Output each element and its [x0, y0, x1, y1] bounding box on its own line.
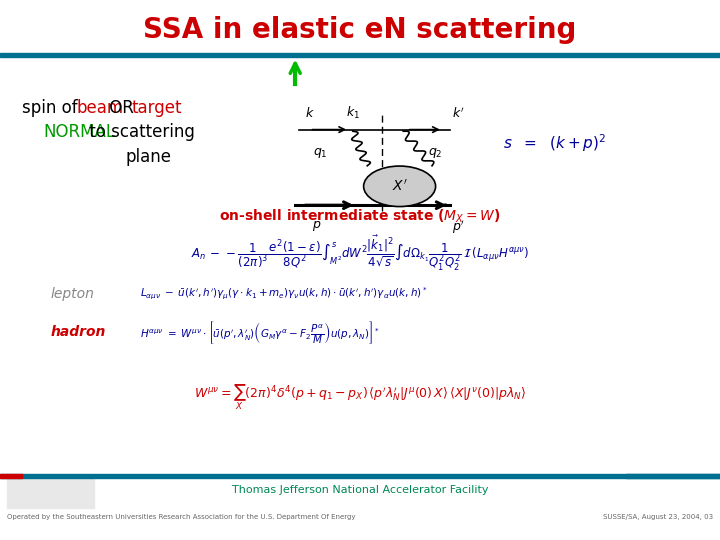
Bar	[626, 474, 720, 478]
Text: lepton: lepton	[50, 287, 94, 301]
Text: hadron: hadron	[50, 325, 106, 339]
Text: $H^{\alpha\mu\nu}\;=\;W^{\mu\nu}\cdot\left[\bar{u}(p^\prime,\lambda_N^\prime)\le: $H^{\alpha\mu\nu}\;=\;W^{\mu\nu}\cdot\le…	[140, 319, 381, 346]
Text: Operated by the Southeastern Universities Research Association for the U.S. Depa: Operated by the Southeastern Universitie…	[7, 514, 356, 520]
Text: $p'$: $p'$	[452, 219, 465, 236]
Text: $W^{\mu\nu} = \sum_X (2\pi)^4\delta^4(p+q_1-p_X)\,\langle p^\prime\lambda_N^\pri: $W^{\mu\nu} = \sum_X (2\pi)^4\delta^4(p+…	[194, 382, 526, 411]
Text: $X'$: $X'$	[392, 179, 408, 194]
Text: $q_1$: $q_1$	[313, 146, 328, 159]
Text: SUSSE/SA, August 23, 2004, 03: SUSSE/SA, August 23, 2004, 03	[603, 514, 713, 520]
Text: $s\ \ =\ \ (k+p)^2$: $s\ \ =\ \ (k+p)^2$	[503, 132, 606, 154]
Text: OR: OR	[104, 99, 139, 117]
Text: $k$: $k$	[305, 106, 314, 120]
Text: NORMAL: NORMAL	[43, 123, 115, 141]
Text: spin of: spin of	[22, 99, 83, 117]
Text: beam: beam	[76, 99, 123, 117]
Text: SSA in elastic eN scattering: SSA in elastic eN scattering	[143, 16, 577, 44]
Text: $k'$: $k'$	[452, 107, 464, 122]
Text: to scattering: to scattering	[84, 123, 195, 141]
Bar	[0, 474, 720, 478]
Text: $k_1$: $k_1$	[346, 105, 360, 122]
Text: $A_n\,-\,-\dfrac{1}{(2\pi)^3}\dfrac{e^2(1-\varepsilon)}{8Q^2}\int_{M^2}^{s}dW^2\: $A_n\,-\,-\dfrac{1}{(2\pi)^3}\dfrac{e^2(…	[191, 234, 529, 273]
Text: $q_2$: $q_2$	[428, 146, 443, 159]
Text: Jefferson Lab: Jefferson Lab	[24, 489, 70, 496]
Text: plane: plane	[126, 147, 172, 166]
Bar	[7, 478, 94, 508]
Bar	[0, 53, 720, 57]
Text: $p$: $p$	[312, 219, 322, 233]
Text: $L_{\alpha\mu\nu}\;-\;\bar{u}(k^\prime,h^\prime)\gamma_\mu(\gamma\cdot k_1+m_e)\: $L_{\alpha\mu\nu}\;-\;\bar{u}(k^\prime,h…	[140, 286, 428, 302]
Bar	[0, 474, 22, 478]
Ellipse shape	[364, 166, 436, 206]
Text: Thomas Jefferson National Accelerator Facility: Thomas Jefferson National Accelerator Fa…	[232, 485, 488, 495]
Text: on-shell intermediate state ($M_X = W$): on-shell intermediate state ($M_X = W$)	[219, 207, 501, 225]
Text: target: target	[131, 99, 181, 117]
